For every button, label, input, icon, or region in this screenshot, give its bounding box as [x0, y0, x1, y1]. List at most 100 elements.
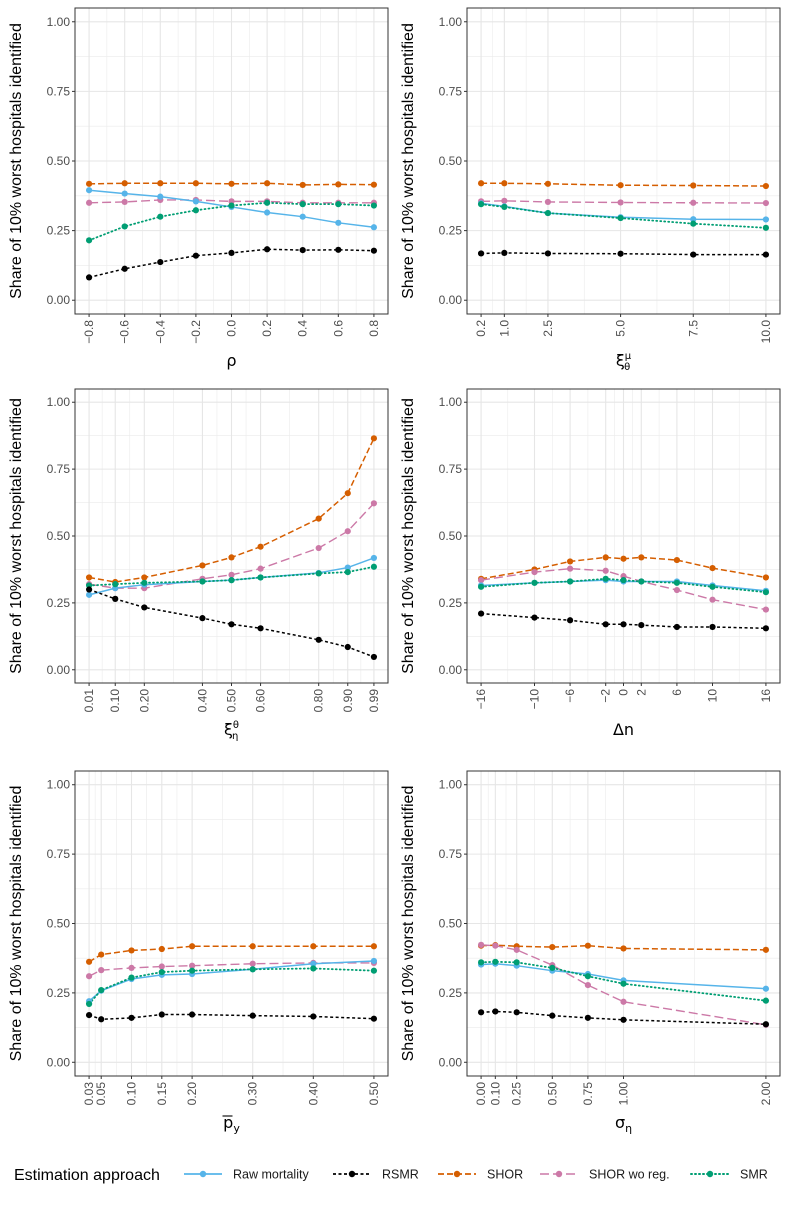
y-tick-label: 0.50 — [439, 917, 463, 931]
data-point — [544, 198, 552, 206]
data-point — [299, 213, 306, 220]
data-point — [344, 643, 351, 651]
data-point — [501, 197, 508, 204]
data-point — [673, 623, 681, 631]
y-axis-label: Share of 10% worst hospitals identified — [8, 786, 25, 1062]
data-point — [673, 556, 681, 564]
data-point — [310, 1013, 317, 1020]
y-tick-label: 0.50 — [47, 154, 71, 168]
data-point — [620, 621, 627, 628]
x-tick-label: 10.0 — [759, 320, 773, 344]
legend-key-point — [706, 1170, 714, 1178]
data-point — [344, 528, 351, 535]
x-tick-label: 1.00 — [617, 1082, 631, 1106]
data-point — [121, 180, 128, 187]
data-point — [85, 199, 93, 206]
y-tick-label: 0.25 — [439, 224, 463, 238]
y-tick-label: 0.50 — [47, 917, 71, 931]
x-tick-label: 0.10 — [488, 1082, 502, 1106]
y-tick-label: 1.00 — [47, 778, 71, 792]
legend-label: Raw mortality — [233, 1168, 309, 1182]
data-point — [477, 1009, 485, 1016]
data-point — [477, 941, 485, 948]
data-point — [199, 562, 206, 569]
x-tick-label: 0.10 — [125, 1082, 139, 1106]
data-point — [617, 182, 624, 189]
y-tick-label: 0.50 — [47, 529, 71, 543]
x-tick-label: 0.50 — [225, 689, 239, 713]
x-tick-label: 0.05 — [94, 1082, 108, 1106]
data-point — [638, 554, 645, 561]
data-point — [249, 960, 256, 967]
chart-panel-1: 0.00 0.25 0.50 0.75 1.00 −0.8 −0.6 −0.4 −0.2 0.0 0… — [8, 7, 389, 370]
data-point — [584, 973, 591, 980]
data-point — [477, 180, 485, 187]
data-point — [762, 946, 770, 953]
data-point — [85, 586, 93, 593]
data-point — [477, 201, 485, 208]
x-tick-label: 0.80 — [312, 689, 326, 713]
x-axis-label: py — [223, 1113, 240, 1135]
x-tick-label: 0.30 — [246, 1082, 260, 1106]
data-point — [370, 957, 378, 965]
data-point — [370, 500, 378, 507]
data-point — [257, 574, 264, 581]
data-point — [121, 265, 128, 272]
data-point — [228, 249, 235, 256]
data-point — [673, 579, 681, 586]
series-line-shor-wo-reg — [481, 200, 766, 204]
series-line-shor — [88, 945, 374, 963]
data-point — [228, 621, 235, 628]
data-point — [157, 180, 164, 187]
y-tick-label: 0.25 — [47, 596, 71, 610]
y-tick-label: 1.00 — [439, 778, 463, 792]
chart-panel-5: 0.00 0.25 0.50 0.75 1.00 0.030.05 0.10 0.15 0.20… — [8, 770, 389, 1135]
data-point — [620, 1016, 627, 1023]
data-point — [228, 180, 235, 187]
x-tick-label: 0.50 — [545, 1082, 559, 1106]
data-point — [370, 554, 378, 562]
data-point — [566, 578, 574, 585]
data-point — [477, 610, 485, 617]
data-point — [602, 575, 609, 582]
y-tick-label: 0.75 — [47, 462, 71, 476]
x-tick-label: 0.90 — [341, 689, 355, 713]
data-point — [544, 209, 552, 217]
data-point — [158, 945, 165, 953]
y-tick-label: 0.50 — [439, 529, 463, 543]
data-point — [762, 224, 770, 231]
series-line-shor — [89, 182, 374, 186]
x-tick-label: 10 — [706, 689, 720, 703]
data-point — [566, 565, 574, 572]
legend: Estimation approach Raw mortality RSMR SHOR… — [14, 1167, 768, 1184]
y-tick-label: 0.00 — [47, 1055, 71, 1069]
data-point — [709, 565, 716, 572]
y-tick-label: 1.00 — [439, 395, 463, 409]
data-point — [189, 962, 196, 969]
x-tick-label: 5.0 — [614, 320, 628, 337]
data-point — [762, 199, 770, 207]
data-point — [228, 202, 235, 209]
data-point — [477, 577, 485, 584]
data-point — [85, 237, 93, 244]
data-point — [617, 199, 624, 206]
data-point — [310, 943, 317, 950]
chart-panel-2: 0.00 0.25 0.50 0.75 1.00 0.2 1.0 2.5 5.0 7.5 10.0 S… — [400, 7, 781, 373]
data-point — [492, 1008, 499, 1015]
y-tick-label: 0.00 — [47, 663, 71, 677]
data-point — [370, 653, 378, 661]
series-line-rsmr — [88, 588, 375, 658]
data-point — [620, 577, 627, 584]
data-point — [617, 214, 624, 222]
data-point — [370, 202, 378, 209]
series-line-rsmr — [481, 612, 766, 630]
x-tick-label: 2 — [634, 689, 648, 696]
data-point — [602, 554, 609, 561]
panel-border — [74, 770, 389, 1077]
x-tick-label: 0.99 — [367, 689, 381, 713]
legend-key-point — [199, 1170, 207, 1178]
series-line-shor — [481, 182, 766, 187]
series-line-smr — [88, 565, 375, 587]
data-point — [199, 615, 206, 622]
data-point — [128, 947, 135, 954]
